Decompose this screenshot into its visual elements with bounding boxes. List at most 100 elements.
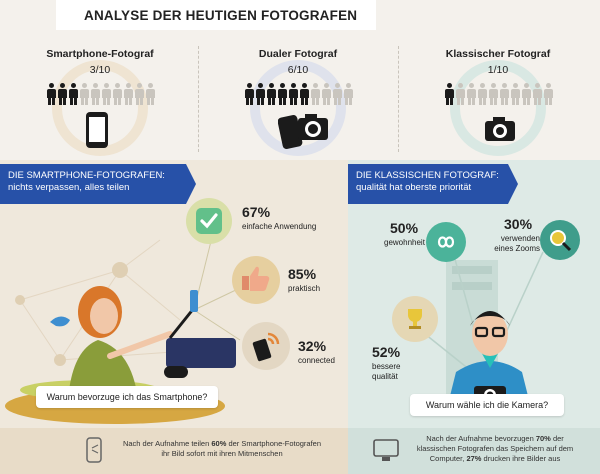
stat-label: verwenden eines Zooms	[494, 234, 540, 253]
camera-question: Warum wähle ich die Kamera?	[410, 394, 564, 416]
footer-right-text: Nach der Aufnahme bevorzugen 70% der kla…	[400, 434, 590, 464]
type-classic: Klassischer Fotograf 1/10	[398, 36, 598, 158]
text: Nach der Aufnahme bevorzugen	[426, 434, 536, 443]
stat-pct: 30%	[504, 216, 533, 232]
type-name: Klassischer Fotograf	[445, 48, 551, 60]
type-ratio: 3/10	[89, 64, 111, 76]
people-row	[198, 83, 398, 105]
type-ratio: 1/10	[487, 64, 509, 76]
person-icon	[488, 83, 498, 105]
footer-left-text: Nach der Aufnahme teilen 60% der Smartph…	[112, 439, 332, 459]
smartphone-question: Warum bevorzuge ich das Smartphone?	[36, 386, 218, 408]
type-name: Dualer Fotograf	[258, 48, 338, 60]
footer-left: Nach der Aufnahme teilen 60% der Smartph…	[0, 428, 348, 474]
person-icon	[134, 83, 144, 105]
banner-subtitle: qualität hat oberste priorität	[356, 181, 472, 193]
type-name: Smartphone-Fotograf	[46, 48, 154, 60]
person-icon	[466, 83, 476, 105]
person-icon	[255, 83, 265, 105]
type-dual: Dualer Fotograf 6/10	[198, 36, 398, 158]
infinity-icon	[437, 236, 455, 248]
person-icon	[455, 83, 465, 105]
person-icon	[277, 83, 287, 105]
smartphone-camera-icon	[278, 114, 328, 149]
type-ring	[250, 60, 346, 156]
divider	[398, 46, 399, 152]
person-icon	[521, 83, 531, 105]
banner-title: DIE SMARTPHONE-FOTOGRAFEN:	[8, 170, 165, 181]
person-icon	[499, 83, 509, 105]
text: 60%	[211, 439, 227, 448]
stat-label: connected	[298, 356, 335, 365]
person-icon	[46, 83, 56, 105]
text: ihr Bild sofort mit ihren Mitmenschen	[161, 449, 283, 459]
person-icon	[332, 83, 342, 105]
footer-right: Nach der Aufnahme bevorzugen 70% der kla…	[348, 428, 600, 474]
thumbs-up-icon	[242, 266, 270, 291]
people-row	[0, 83, 200, 105]
stat-pct: 67%	[242, 204, 271, 220]
person-icon	[543, 83, 553, 105]
stat-label: bessere qualität	[372, 362, 401, 381]
trophy-icon	[408, 309, 422, 329]
person-icon	[299, 83, 309, 105]
stat-pct: 50%	[390, 220, 419, 236]
person-icon	[510, 83, 520, 105]
person-icon	[310, 83, 320, 105]
camera-section: DIE KLASSISCHEN FOTOGRAF: qualität hat o…	[348, 160, 600, 428]
person-icon	[266, 83, 276, 105]
computer-icon	[373, 439, 399, 461]
person-icon	[244, 83, 254, 105]
stat-label: einfache Anwendung	[242, 222, 317, 231]
text: drucken ihre Bilder aus	[481, 454, 561, 464]
stat-label: gewohnheit	[384, 238, 425, 247]
text: klassischen Fotografen das Speichern auf…	[416, 444, 574, 454]
text: der	[550, 434, 564, 443]
type-ratio: 6/10	[287, 64, 309, 76]
type-ring	[52, 60, 148, 156]
divider	[198, 46, 199, 152]
person-icon	[57, 83, 67, 105]
text: Nach der Aufnahme teilen	[122, 439, 212, 448]
person-icon	[444, 83, 454, 105]
checkmark-icon	[196, 208, 222, 234]
camera-icon	[485, 117, 515, 141]
person-icon	[68, 83, 78, 105]
phone-share-icon	[86, 437, 102, 463]
footer: Nach der Aufnahme teilen 60% der Smartph…	[0, 428, 600, 474]
title-bar	[56, 0, 376, 30]
person-icon	[123, 83, 133, 105]
person-icon	[343, 83, 353, 105]
person-icon	[101, 83, 111, 105]
text: 27%	[466, 454, 482, 464]
type-ring	[450, 60, 546, 156]
banner-title: DIE KLASSISCHEN FOTOGRAF:	[356, 170, 499, 181]
stat-pct: 52%	[372, 344, 401, 360]
person-icon	[79, 83, 89, 105]
photographer-types: Smartphone-Fotograf 3/10 Dualer Fotograf…	[0, 36, 600, 158]
banner-subtitle: nichts verpassen, alles teilen	[8, 181, 130, 193]
smartphone-banner: DIE SMARTPHONE-FOTOGRAFEN: nichts verpas…	[0, 164, 196, 204]
rss-tablet-icon	[252, 332, 280, 362]
stat-label: praktisch	[288, 284, 321, 293]
people-row	[398, 83, 598, 105]
text: Computer,	[429, 454, 467, 464]
smartphone-section: DIE SMARTPHONE-FOTOGRAFEN: nichts verpas…	[0, 160, 348, 428]
person-icon	[321, 83, 331, 105]
smartphone-icon	[86, 112, 108, 148]
person-icon	[145, 83, 155, 105]
person-icon	[90, 83, 100, 105]
camera-banner: DIE KLASSISCHEN FOTOGRAF: qualität hat o…	[348, 164, 518, 204]
person-icon	[532, 83, 542, 105]
person-icon	[112, 83, 122, 105]
text: der Smartphone-Fotografen	[226, 439, 322, 448]
stat-pct: 85%	[288, 266, 317, 282]
zoom-icon	[550, 230, 572, 252]
stat-pct: 32%	[298, 338, 327, 354]
type-smartphone: Smartphone-Fotograf 3/10	[0, 36, 200, 158]
camera-illustration	[419, 251, 544, 412]
person-icon	[477, 83, 487, 105]
page-title: ANALYSE DER HEUTIGEN FOTOGRAFEN	[84, 8, 358, 23]
person-icon	[288, 83, 298, 105]
text: 70%	[535, 434, 551, 443]
